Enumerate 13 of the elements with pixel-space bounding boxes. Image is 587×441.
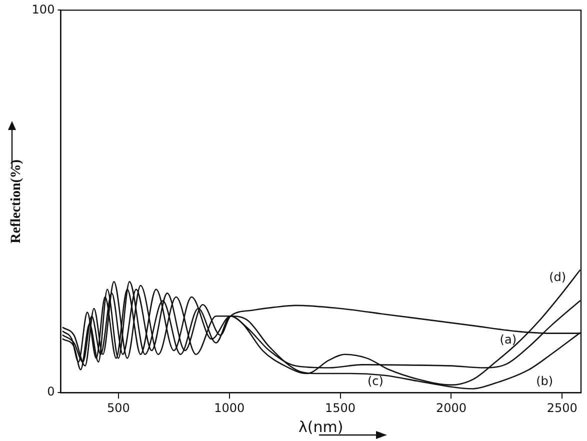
y-tick-label: 100 [32,2,55,16]
annotation: (c) [368,374,384,388]
x-tick-label: 500 [106,400,130,415]
x-tick-label: 2000 [436,400,466,415]
y-tick-label: 0 [47,384,55,399]
x-tick-label: 1000 [214,400,245,415]
y-axis-title: Reflection(%) [9,159,24,244]
annotation: (b) [536,374,554,388]
x-tick-label: 2500 [546,400,578,415]
annotation: (d) [549,270,566,284]
annotation: (a) [500,332,517,346]
x-axis-title: λ(nm) [298,418,344,436]
x-tick-label: 1500 [324,400,356,415]
